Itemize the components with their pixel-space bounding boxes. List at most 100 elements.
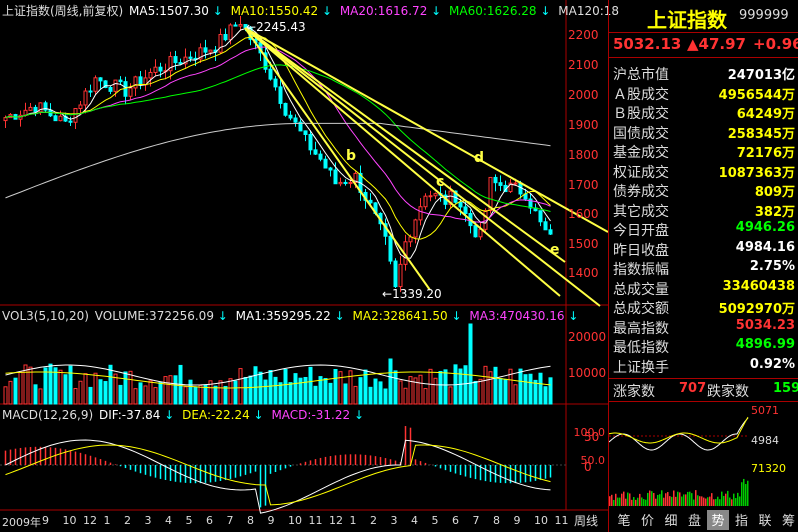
volume-bar xyxy=(78,380,83,405)
mini-volume-bar xyxy=(723,495,725,506)
volume-bar xyxy=(383,388,388,405)
stat-label: 总成交额 xyxy=(613,301,669,317)
wave-label-c: c xyxy=(436,174,445,190)
volume-bar xyxy=(543,386,548,405)
volume-bar xyxy=(483,365,488,405)
candle-body xyxy=(328,167,333,171)
mini-volume-bar xyxy=(651,491,653,506)
mini-volume-bar xyxy=(717,496,719,506)
candle-body xyxy=(68,120,73,123)
volume-ma1-line xyxy=(5,364,551,386)
stat-value: 258345万 xyxy=(727,126,795,142)
date-tick: 9 xyxy=(267,514,275,527)
vol-ma1-readout: MA1:359295.22 xyxy=(235,309,331,323)
ma60-line xyxy=(5,64,551,212)
candle-body xyxy=(448,190,453,205)
stat-value: 64249万 xyxy=(736,107,795,122)
dif-arrow-icon: ↓ xyxy=(164,408,175,422)
volume-bar xyxy=(393,370,398,405)
stat-row: 最高指数 5034.23 xyxy=(613,318,795,337)
mini-volume-bar xyxy=(661,490,663,506)
mini-volume-bar xyxy=(693,499,695,506)
mini-volume-bar xyxy=(611,494,613,506)
date-tick: 3 xyxy=(144,514,152,527)
panel-tab[interactable]: 价 xyxy=(640,514,654,529)
volume-bar xyxy=(118,384,123,405)
candle-body xyxy=(38,102,43,113)
stat-value: 4956544万 xyxy=(718,87,795,103)
candle-body xyxy=(388,235,393,262)
candle-body xyxy=(268,68,273,80)
mini-volume-bar xyxy=(715,499,717,506)
kline-chart-svg[interactable] xyxy=(0,0,608,532)
mini-left-axis-mid: 50.0 xyxy=(580,454,606,467)
stat-label: 今日开盘 xyxy=(613,223,669,239)
candle-body xyxy=(58,115,63,122)
panel-tab[interactable]: 势 xyxy=(707,510,729,530)
date-tick: 2 xyxy=(370,514,377,527)
volume-tick: 20000 xyxy=(568,330,607,344)
date-tick: 8 xyxy=(247,514,254,527)
date-tick: 9 xyxy=(513,514,521,527)
panel-tab[interactable]: 筹 xyxy=(781,514,795,529)
date-tick: 12 xyxy=(83,514,97,527)
quote-panel: 上证指数 999999 5032.13 ▲47.97 +0.96 沪总市值 247… xyxy=(574,0,798,532)
volume-ma2-line xyxy=(5,371,551,389)
volume-arrow-icon: ↓ xyxy=(217,309,228,323)
date-tick: 10 xyxy=(62,514,77,527)
stat-row: 昨日收盘 4984.16 xyxy=(613,240,795,259)
volume-bar xyxy=(208,380,213,405)
volume-bar xyxy=(68,365,73,405)
stat-value: 247013亿 xyxy=(727,68,795,83)
intraday-mini-chart[interactable] xyxy=(609,402,798,508)
price-change-pct: +0.96 xyxy=(753,35,798,53)
stat-label: 指数振幅 xyxy=(613,262,669,278)
volume-bar xyxy=(368,386,373,405)
candle-body xyxy=(133,76,138,89)
volume-bar xyxy=(548,377,553,405)
mini-volume-bar xyxy=(667,492,669,506)
volume-tick: 10000 xyxy=(568,366,607,380)
period-label[interactable]: 周线 xyxy=(574,514,599,528)
volume-readout: VOLUME:372256.09 xyxy=(94,309,214,323)
mini-left-axis-top: 100.0 xyxy=(573,426,606,439)
mini-axis-mid: 4984 xyxy=(751,434,779,447)
panel-tab[interactable]: 联 xyxy=(758,514,772,529)
volume-bar xyxy=(93,372,98,405)
stat-label: 最低指数 xyxy=(613,340,669,356)
volume-bar xyxy=(173,375,178,405)
volume-bar xyxy=(518,368,523,405)
mini-volume-bar xyxy=(683,494,685,506)
volume-bar xyxy=(153,387,158,405)
candle-body xyxy=(548,229,553,235)
volume-bar xyxy=(108,364,113,405)
panel-tab[interactable]: 笔 xyxy=(617,514,631,529)
date-tick: 10 xyxy=(534,514,548,527)
stat-label: 债券成交 xyxy=(613,184,669,200)
panel-tab[interactable]: 盘 xyxy=(687,514,701,529)
volume-bar xyxy=(18,371,23,405)
candle-body xyxy=(348,181,353,185)
kline-chart-area[interactable]: 上证指数(周线,前复权) MA5:1507.30 ↓ MA10:1550.42 … xyxy=(0,0,619,532)
volume-bar xyxy=(273,376,278,405)
candle-body xyxy=(338,181,343,185)
mini-volume-bar xyxy=(687,491,689,506)
volume-bar xyxy=(353,385,358,405)
stat-row: Ｂ股成交 64249万 xyxy=(613,103,795,122)
volume-bar xyxy=(223,385,228,405)
candle-body xyxy=(393,260,398,288)
stat-row: 总成交额 5092970万 xyxy=(613,298,795,317)
mini-volume-bar xyxy=(721,491,723,506)
volume-bar xyxy=(433,377,438,405)
panel-tab[interactable]: 细 xyxy=(664,514,678,529)
mini-volume-bar xyxy=(741,482,743,506)
macd-tick: 0 xyxy=(584,460,592,474)
mini-volume-bar xyxy=(615,493,617,506)
index-title: 上证指数(周线,前复权) xyxy=(2,4,124,18)
volume-bar xyxy=(508,368,513,405)
panel-tab[interactable]: 指 xyxy=(734,514,748,529)
mini-volume-bar xyxy=(635,499,637,506)
mini-volume-bar xyxy=(727,490,729,506)
candle-body xyxy=(3,117,8,122)
price-tick: 1900 xyxy=(568,118,599,132)
